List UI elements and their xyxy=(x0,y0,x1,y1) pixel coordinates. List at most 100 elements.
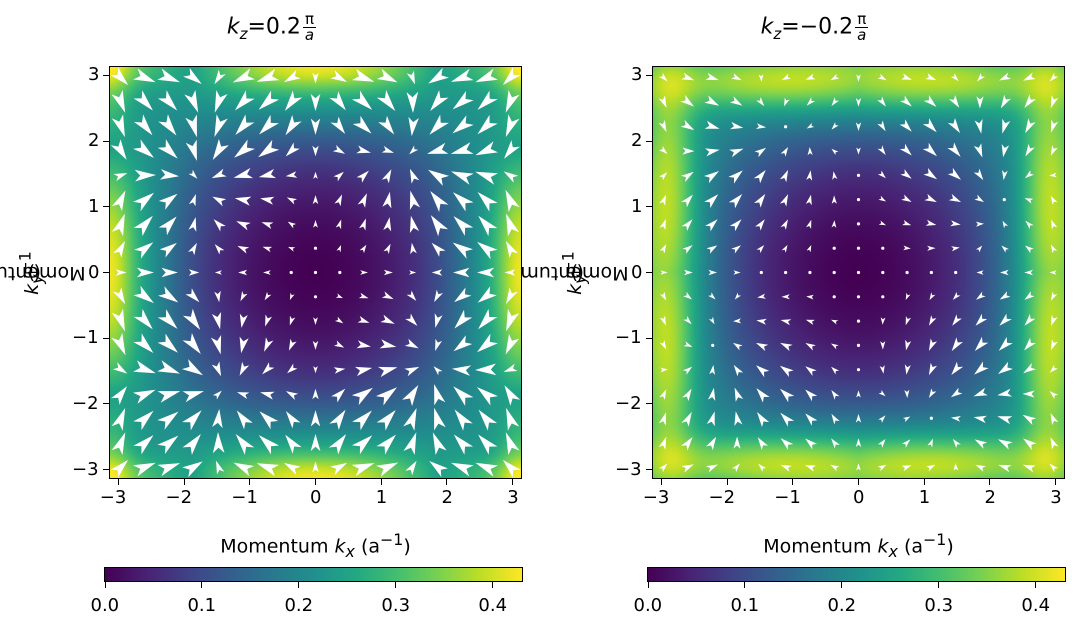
quiver-arrow xyxy=(403,408,417,431)
quiver-arrow xyxy=(929,315,937,326)
quiver-arrow xyxy=(706,436,717,451)
quiver-arrow xyxy=(781,73,791,81)
quiver-arrow xyxy=(264,291,272,301)
quiver-arrow xyxy=(379,339,397,349)
quiver-arrow xyxy=(352,115,372,134)
quiver-arrow xyxy=(504,269,516,276)
quiver-arrow xyxy=(877,464,887,472)
quiver-arrow xyxy=(947,118,960,133)
y-tick xyxy=(103,403,109,405)
quiver-arrow xyxy=(659,194,667,206)
x-tick-label: 1 xyxy=(918,487,931,508)
quiver-arrow xyxy=(1049,72,1059,82)
quiver-arrow xyxy=(681,411,692,427)
quiver-arrow xyxy=(905,316,911,326)
quiver-arrow xyxy=(1050,195,1058,205)
quiver-arrow xyxy=(928,388,937,398)
quiver-arrow xyxy=(973,387,988,397)
quiver-arrow xyxy=(951,337,963,352)
quiver-arrow xyxy=(901,465,912,472)
quiver-arrow xyxy=(734,387,744,402)
quiver-arrow xyxy=(212,138,229,160)
quiver-arrow xyxy=(157,411,179,430)
y-tick xyxy=(646,74,652,76)
quiver-arrow xyxy=(133,308,153,330)
quiver-arrow xyxy=(927,245,936,251)
quiver-arrow xyxy=(1025,245,1034,254)
quiver-arrow xyxy=(831,195,837,204)
quiver-arrow xyxy=(133,90,153,111)
quiver-arrow xyxy=(780,438,794,450)
quiver-arrow xyxy=(952,438,961,448)
quiver-dot xyxy=(1002,198,1006,202)
quiver-arrow xyxy=(682,388,692,402)
quiver-arrow xyxy=(378,115,395,135)
quiver-arrow xyxy=(289,315,296,326)
quiver-arrow xyxy=(285,434,302,454)
quiver-arrow xyxy=(756,245,765,254)
quiver-arrow xyxy=(475,68,498,83)
quiver-arrow xyxy=(182,461,203,478)
quiver-arrow xyxy=(380,314,395,324)
colorbar-tick xyxy=(298,582,300,588)
quiver-arrow xyxy=(406,70,415,85)
quiver-arrow xyxy=(780,319,792,326)
quiver-arrow xyxy=(376,410,396,431)
quiver-arrow xyxy=(780,388,795,403)
quiver-arrow xyxy=(430,215,449,237)
quiver-arrow xyxy=(235,434,255,455)
quiver-arrow xyxy=(856,74,861,82)
quiver-arrow xyxy=(1025,220,1034,230)
quiver-arrow xyxy=(950,387,963,398)
quiver-arrow xyxy=(258,139,280,158)
quiver-arrow xyxy=(878,195,887,202)
quiver-arrow xyxy=(757,412,770,427)
y-tick xyxy=(646,469,652,471)
y-axis-label: Momentum ky (a−1) xyxy=(519,250,629,295)
quiver-dot xyxy=(289,270,293,275)
quiver-arrow xyxy=(256,463,280,477)
quiver-arrow xyxy=(780,342,793,352)
quiver-arrow xyxy=(780,219,788,230)
quiver-arrow xyxy=(336,245,342,253)
quiver-arrow xyxy=(328,434,347,455)
quiver-arrow xyxy=(287,363,298,374)
quiver-arrow xyxy=(950,220,961,227)
quiver-arrow xyxy=(925,73,937,81)
quiver-arrow xyxy=(136,267,154,278)
quiver-arrow xyxy=(157,309,178,329)
y-tick xyxy=(103,140,109,142)
quiver-dot xyxy=(929,416,933,420)
quiver-arrow xyxy=(506,287,518,304)
quiver-arrow xyxy=(181,359,203,376)
quiver-arrow xyxy=(454,409,473,431)
x-tick xyxy=(512,479,514,485)
quiver-arrow xyxy=(284,463,301,475)
quiver-arrow xyxy=(376,90,396,111)
quiver-arrow xyxy=(239,336,249,354)
quiver-arrow xyxy=(758,74,764,82)
x-tick xyxy=(249,479,251,485)
quiver-arrow xyxy=(313,220,318,228)
quiver-arrow xyxy=(505,240,518,258)
quiver-arrow xyxy=(900,95,912,107)
quiver-arrow xyxy=(335,293,343,299)
colorbar-tick xyxy=(104,582,106,588)
quiver-arrow xyxy=(831,319,839,325)
x-tick xyxy=(117,479,119,485)
quiver-arrow xyxy=(214,244,225,255)
quiver-arrow xyxy=(429,114,449,135)
quiver-arrow xyxy=(1000,269,1009,276)
quiver-arrow xyxy=(235,114,255,135)
quiver-arrow xyxy=(329,91,346,111)
quiver-arrow xyxy=(157,333,178,353)
y-tick-label: 0 xyxy=(88,261,100,283)
quiver-arrow xyxy=(976,96,984,109)
quiver-arrow xyxy=(899,143,912,156)
quiver-arrow xyxy=(453,335,473,352)
x-tick-label: −2 xyxy=(708,487,736,508)
quiver-arrow xyxy=(475,363,497,376)
quiver-arrow xyxy=(904,389,910,398)
quiver-arrow xyxy=(877,120,886,132)
quiver-arrow xyxy=(902,416,911,423)
